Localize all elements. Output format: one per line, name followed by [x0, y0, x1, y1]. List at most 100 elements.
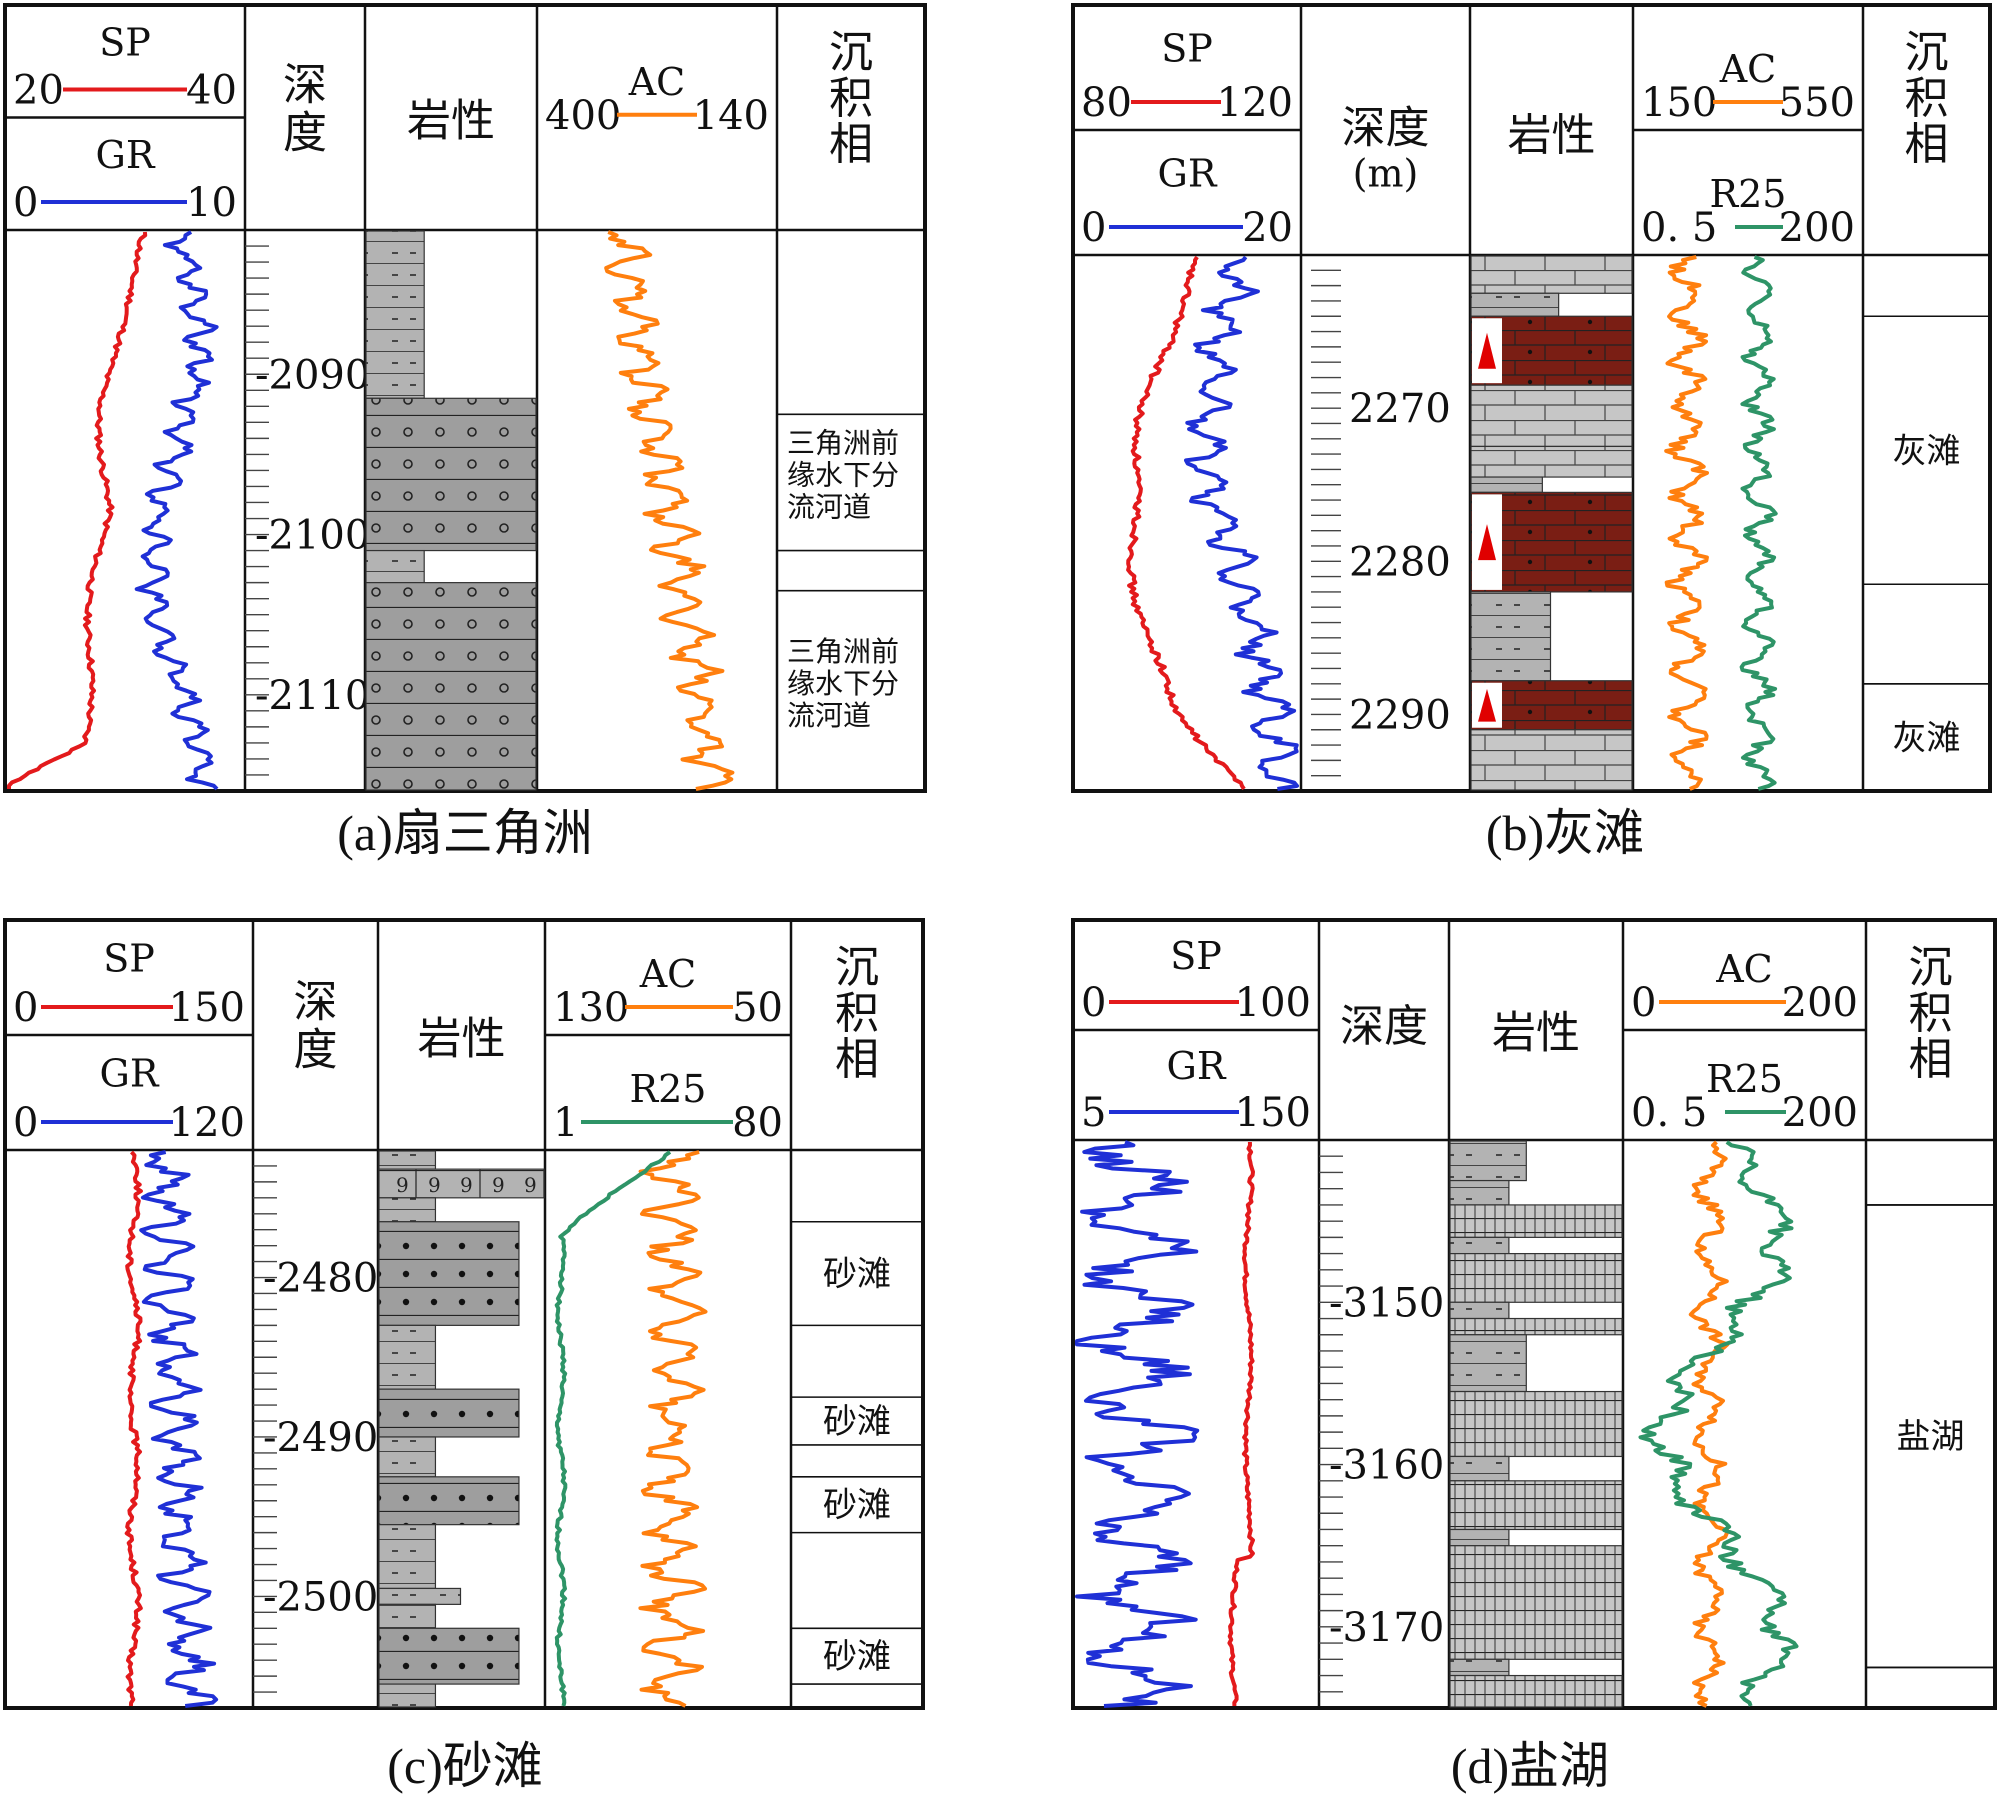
- curve-gr: [137, 232, 217, 789]
- lithology-salt: [1450, 1546, 1622, 1660]
- curve-r25: [557, 1152, 671, 1706]
- log-name-ac: AC: [1719, 47, 1777, 91]
- log-scale-min: 80: [1081, 80, 1132, 126]
- lithology-mudstone: [366, 231, 424, 398]
- lithology-sandstone_dots: [379, 1389, 519, 1437]
- depth-label: -2110: [255, 673, 370, 719]
- lithology-mudstone: [1471, 477, 1542, 492]
- lithology-bioclast: [379, 1169, 544, 1198]
- facies-label: 砂滩: [823, 1255, 891, 1295]
- facies-title: 积: [829, 73, 873, 124]
- log-name-ac: AC: [1715, 947, 1773, 991]
- depth-label: -2490: [263, 1415, 378, 1461]
- curve-r25: [1742, 257, 1776, 789]
- log-scale-max: 550: [1779, 80, 1855, 126]
- log-name-sp: SP: [99, 20, 151, 64]
- lithology-mudstone: [379, 1604, 435, 1628]
- depth-title: 深度: [1340, 1001, 1428, 1052]
- lithology-sandstone: [366, 398, 536, 550]
- log-scale-max: 200: [1779, 205, 1855, 251]
- log-name-sp: SP: [1161, 27, 1213, 71]
- log-scale-min: 0: [13, 180, 38, 226]
- facies-title: 积: [1909, 988, 1953, 1039]
- lithology-limestone: [1471, 385, 1632, 446]
- depth-title: 深: [294, 977, 338, 1028]
- log-scale-min: 0: [13, 1100, 38, 1146]
- facies-label: 砂滩: [823, 1486, 891, 1526]
- log-scale-max: 200: [1782, 1090, 1858, 1136]
- log-scale-min: 0: [1081, 980, 1106, 1026]
- panel-d: SP0 100GR5 150AC0 200R250. 5 200深度 岩性沉积相-3150…: [1073, 920, 1995, 1794]
- lithology-limestone: [1471, 730, 1632, 790]
- log-scale-min: 0: [13, 985, 38, 1031]
- panel-caption: (a)扇三角洲: [337, 805, 593, 861]
- facies-title: 相: [1905, 119, 1949, 170]
- depth-label: 2280: [1349, 539, 1451, 585]
- lithology-sandstone_dots: [379, 1477, 519, 1525]
- log-name-gr: GR: [1167, 1044, 1227, 1088]
- log-scale-min: 0. 5: [1641, 205, 1717, 251]
- curve-sp: [127, 1152, 141, 1706]
- log-scale-max: 150: [1235, 1090, 1311, 1136]
- log-scale-max: 150: [169, 985, 245, 1031]
- lithology-salt: [1450, 1254, 1622, 1303]
- log-scale-min: 400: [545, 93, 621, 139]
- lithology-sandstone: [366, 583, 536, 790]
- facies-label: 灰滩: [1893, 431, 1961, 471]
- lithology-title: 岩性: [1492, 1008, 1580, 1059]
- facies-title: 沉: [835, 942, 879, 993]
- facies-title: 沉: [1909, 942, 1953, 993]
- depth-label: 2270: [1349, 386, 1451, 432]
- log-scale-max: 200: [1782, 980, 1858, 1026]
- depth-label: -3170: [1329, 1605, 1444, 1651]
- log-scale-min: 150: [1641, 80, 1717, 126]
- log-name-sp: SP: [1170, 934, 1222, 978]
- facies-label: 缘水下分: [787, 667, 899, 700]
- lithology-salt_mud: [1450, 1237, 1509, 1253]
- log-scale-max: 120: [1217, 80, 1293, 126]
- lithology-salt: [1450, 1205, 1622, 1237]
- facies-title: 积: [835, 988, 879, 1039]
- lithology-salt_mud: [1450, 1659, 1509, 1675]
- log-scale-min: 0: [1631, 980, 1656, 1026]
- lithology-title: 岩性: [418, 1013, 506, 1064]
- lithology-mudstone: [379, 1325, 435, 1389]
- log-name-sp: SP: [103, 937, 155, 981]
- curve-sp: [9, 232, 145, 789]
- log-scale-max: 100: [1235, 980, 1311, 1026]
- facies-label: 缘水下分: [787, 458, 899, 491]
- facies-label: 砂滩: [823, 1637, 891, 1677]
- lithology-limestone: [1471, 256, 1632, 293]
- lithology-sandstone_dots: [379, 1628, 519, 1684]
- lithology-title: 岩性: [1508, 110, 1596, 161]
- facies-label: 灰滩: [1893, 718, 1961, 758]
- log-scale-min: 20: [13, 68, 64, 114]
- lithology-salt: [1450, 1481, 1622, 1530]
- lithology-mudstone: [1450, 1141, 1526, 1181]
- depth-title: 深: [283, 60, 327, 111]
- log-scale-min: 0. 5: [1631, 1090, 1707, 1136]
- log-scale-max: 140: [693, 93, 769, 139]
- panel-caption: (b)灰滩: [1486, 805, 1644, 861]
- lithology-title: 岩性: [407, 96, 495, 147]
- curve-gr: [1077, 1142, 1197, 1706]
- facies-title: 沉: [1905, 27, 1949, 78]
- curve-gr: [141, 1152, 216, 1706]
- depth-label: 2290: [1349, 692, 1451, 738]
- lithology-salt: [1450, 1676, 1622, 1707]
- facies-title: 积: [1905, 73, 1949, 124]
- log-scale-max: 10: [186, 180, 237, 226]
- depth-label: -2500: [263, 1574, 378, 1620]
- depth-label: -2090: [255, 352, 370, 398]
- facies-label: 砂滩: [823, 1402, 891, 1442]
- facies-label: 流河道: [787, 699, 871, 732]
- lithology-mudstone: [1450, 1335, 1526, 1392]
- curve-ac: [1691, 1142, 1728, 1706]
- depth-title: 深度: [1342, 103, 1430, 154]
- facies-label: 三角洲前: [787, 426, 899, 459]
- curve-ac: [1666, 257, 1707, 789]
- lithology-mudstone: [379, 1525, 435, 1589]
- well-log-figure: 9 9 SP2040GR010AC400140深度岩性沉积相-2090-2100…: [0, 0, 2000, 1814]
- curve-ac: [640, 1152, 705, 1706]
